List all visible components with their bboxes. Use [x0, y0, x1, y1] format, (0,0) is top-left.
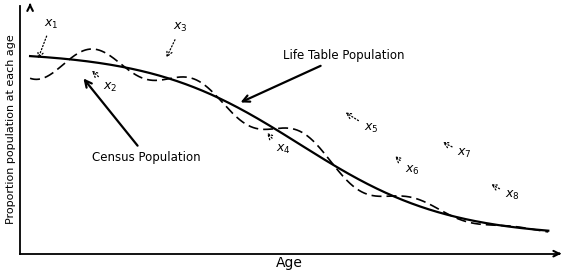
Text: Life Table Population: Life Table Population [243, 49, 404, 102]
Text: $x_6$: $x_6$ [396, 157, 420, 177]
Text: $x_2$: $x_2$ [93, 71, 118, 94]
Text: $x_3$: $x_3$ [167, 21, 188, 56]
Text: $x_8$: $x_8$ [492, 185, 519, 202]
Text: $x_7$: $x_7$ [444, 143, 472, 160]
Text: $x_1$: $x_1$ [38, 18, 58, 57]
Text: $x_4$: $x_4$ [268, 134, 290, 156]
Text: Census Population: Census Population [85, 80, 201, 164]
Text: $x_5$: $x_5$ [346, 113, 378, 135]
X-axis label: Age: Age [276, 256, 303, 270]
Y-axis label: Proportion population at each age: Proportion population at each age [6, 35, 16, 224]
